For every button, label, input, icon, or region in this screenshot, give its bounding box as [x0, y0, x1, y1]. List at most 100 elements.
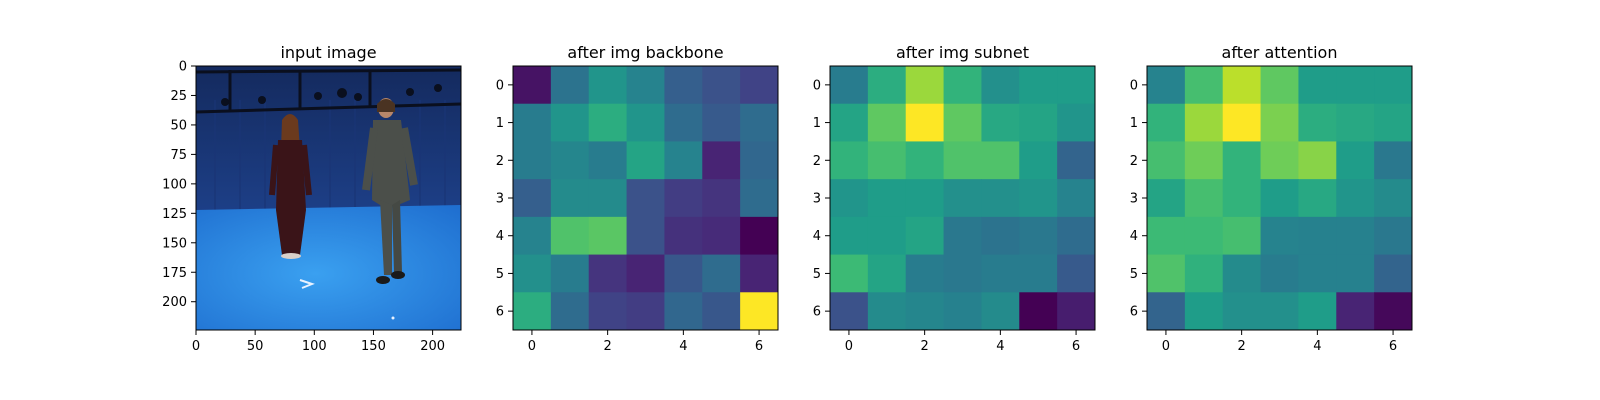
heatmap-cell	[1260, 103, 1299, 142]
heatmap-cell	[981, 179, 1020, 218]
heatmap-cell	[1222, 179, 1262, 218]
heatmap-cell	[664, 292, 703, 331]
heatmap-cell	[1336, 103, 1375, 142]
panel-after-img-backbone: after img backbone 0 2 4 6 0 1 2 3 4 5 6	[496, 43, 779, 354]
heatmap-cell	[702, 216, 741, 256]
heatmap-cell	[1374, 254, 1413, 293]
heatmap-cell	[1374, 292, 1413, 331]
y-tick-label: 125	[162, 207, 187, 222]
heatmap-cell	[626, 254, 665, 293]
heatmap-cell	[981, 254, 1020, 293]
heatmap-cell	[740, 66, 779, 105]
heatmap-cell	[1184, 254, 1224, 293]
x-tick-label: 150	[361, 339, 386, 354]
y-tick-label: 2	[813, 154, 821, 169]
panel-input-image: input image	[162, 43, 462, 354]
heatmap-cell	[1019, 254, 1058, 293]
heatmap-cell	[702, 254, 741, 293]
y-tick-label: 175	[162, 266, 187, 281]
heatmap-cell	[1374, 66, 1413, 105]
heatmap-cell	[664, 179, 703, 218]
y-tick-label: 3	[813, 192, 821, 207]
photo-floor	[196, 205, 461, 330]
heatmap-cell	[1336, 216, 1375, 256]
heatmap-cell	[1222, 103, 1262, 142]
heatmap-cell	[1298, 216, 1337, 256]
y-tick-label: 6	[496, 305, 504, 320]
heatmap-cells	[513, 66, 779, 331]
heatmap-cell	[943, 254, 982, 293]
y-tick-label: 6	[1130, 305, 1138, 320]
heatmap-cell	[1298, 66, 1337, 105]
heatmap-cell	[1184, 141, 1224, 180]
heatmap-cell	[1019, 179, 1058, 218]
heatmap-cell	[626, 179, 665, 218]
ceiling-rig	[196, 68, 461, 114]
heatmap-cell	[588, 66, 628, 105]
heatmap-cell	[550, 103, 590, 142]
y-tick-label: 0	[496, 78, 504, 93]
heatmap-cell	[830, 254, 869, 293]
heatmap-cell	[588, 103, 628, 142]
heatmap-cell	[1019, 66, 1058, 105]
y-tick-label: 1	[1130, 116, 1138, 131]
heatmap-cell	[740, 179, 779, 218]
heatmap-cell	[905, 66, 945, 105]
heatmap-cells	[1147, 66, 1413, 331]
axis-ticks: 0 2 4 6 0 1 2 3 4 5 6	[1130, 78, 1397, 354]
heatmap-cell	[1147, 216, 1186, 256]
heatmap-cell	[981, 292, 1020, 331]
heatmap-cell	[943, 103, 982, 142]
panel-title: input image	[280, 43, 376, 62]
heatmap-cell	[626, 141, 665, 180]
heatmap-cell	[1336, 66, 1375, 105]
x-tick-label: 100	[302, 339, 327, 354]
heatmap-cell	[830, 216, 869, 256]
axes-frame	[195, 65, 462, 331]
y-tick-label: 0	[1130, 78, 1138, 93]
y-tick-label: 5	[1130, 267, 1138, 282]
heatmap-cell	[905, 254, 945, 293]
y-tick-label: 3	[496, 192, 504, 207]
heatmap-cell	[830, 141, 869, 180]
heatmap-cell	[867, 254, 907, 293]
heatmap-cell	[1260, 254, 1299, 293]
y-tick-label: 50	[170, 118, 187, 133]
heatmap-cell	[740, 292, 779, 331]
y-tick-label: 5	[496, 267, 504, 282]
x-tick-label: 2	[604, 339, 612, 354]
x-tick-label: 0	[845, 339, 853, 354]
heatmap-cell	[1260, 216, 1299, 256]
heatmap-cell	[981, 216, 1020, 256]
heatmap-cell	[867, 292, 907, 331]
heatmap-cell	[1019, 216, 1058, 256]
heatmap-cell	[981, 66, 1020, 105]
x-tick-label: 6	[755, 339, 763, 354]
heatmap-cell	[1147, 66, 1186, 105]
heatmap-cell	[1260, 292, 1299, 331]
heatmap-cell	[513, 66, 552, 105]
heatmap-cell	[943, 216, 982, 256]
y-tick-label: 1	[813, 116, 821, 131]
y-tick-label: 0	[813, 78, 821, 93]
heatmap-cell	[1336, 254, 1375, 293]
heatmap-cell	[943, 292, 982, 331]
y-tick-label: 200	[162, 295, 187, 310]
heatmap-cell	[513, 179, 552, 218]
heatmap-cell	[943, 141, 982, 180]
heatmap-cell	[1057, 141, 1096, 180]
y-tick-label: 100	[162, 177, 187, 192]
heatmap-cell	[1184, 179, 1224, 218]
floor-dot	[391, 316, 395, 320]
y-tick-label: 4	[813, 229, 821, 244]
backdrop-curtain-folds	[214, 100, 446, 215]
heatmap-cell	[1336, 179, 1375, 218]
heatmap-cell	[1057, 216, 1096, 256]
heatmap-cell	[830, 179, 869, 218]
heatmap-cell	[664, 141, 703, 180]
heatmap-cell	[588, 254, 628, 293]
heatmap-cell	[740, 254, 779, 293]
heatmap-cell	[550, 254, 590, 293]
x-tick-label: 4	[679, 339, 687, 354]
